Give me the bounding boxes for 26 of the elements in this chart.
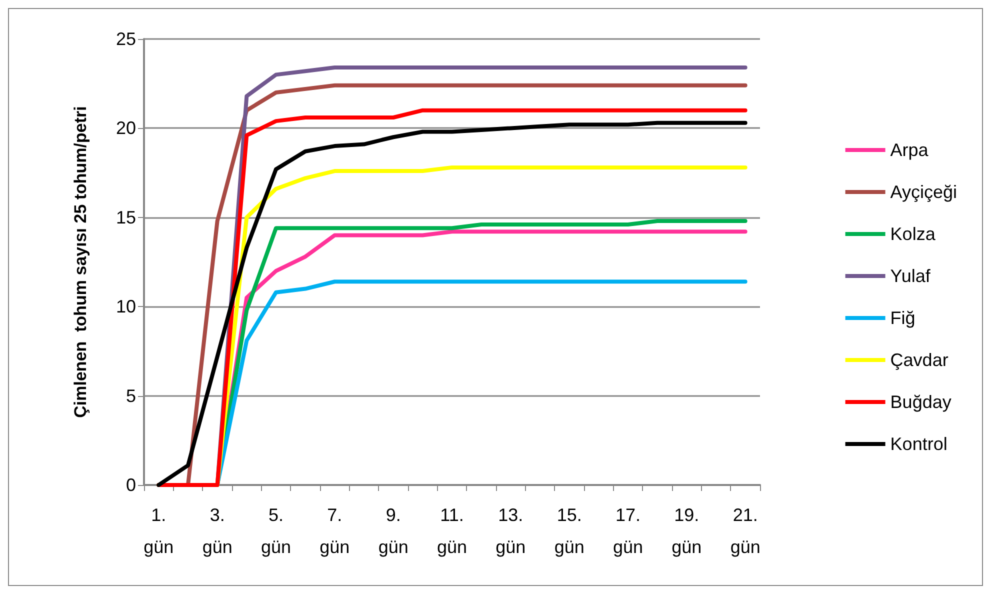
legend-label: Arpa xyxy=(890,140,930,160)
legend-label: Fiğ xyxy=(890,308,916,328)
y-tick-label: 15 xyxy=(116,207,136,228)
x-tick-label: 1. gün xyxy=(144,505,174,557)
y-axis-title: Çimlenen tohum sayısı 25 tohum/petri xyxy=(71,106,90,418)
x-tick-label: 19. gün xyxy=(672,505,702,557)
x-tick-label: 13. gün xyxy=(496,505,526,557)
legend-label: Çavdar xyxy=(890,350,948,370)
y-tick-label: 20 xyxy=(116,118,136,138)
y-tick-label: 10 xyxy=(116,296,136,317)
legend-label: Buğday xyxy=(890,392,952,412)
legend-label: Ayçiçeği xyxy=(890,182,958,202)
legend-label: Yulaf xyxy=(890,266,932,286)
x-tick-label: 15. gün xyxy=(554,505,584,557)
x-tick-label: 21. gün xyxy=(730,505,760,557)
legend-label: Kontrol xyxy=(890,434,948,454)
x-tick-label: 17. gün xyxy=(612,505,644,557)
legend-label: Kolza xyxy=(890,224,936,244)
x-tick-label: 3. gün xyxy=(202,505,232,557)
y-tick-label: 0 xyxy=(126,475,136,495)
y-tick-label: 5 xyxy=(126,386,136,406)
x-tick-label: 11. gün xyxy=(436,505,468,557)
x-tick-label: 7. gün xyxy=(320,505,350,557)
x-tick-label: 5. gün xyxy=(260,505,292,557)
y-tick-label: 25 xyxy=(116,29,136,49)
x-tick-label: 9. gün xyxy=(378,505,408,557)
